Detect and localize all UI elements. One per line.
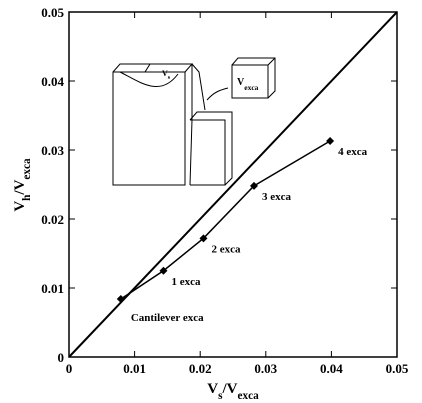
data-point: [326, 137, 335, 146]
subscript: h: [21, 194, 33, 201]
data-point: [249, 181, 258, 190]
label-part: /V: [12, 179, 28, 195]
inset-diagram: [112, 57, 276, 186]
subscript: s: [218, 390, 223, 402]
inset-label: Vs: [162, 69, 171, 81]
plot-frame: [68, 11, 398, 358]
point-label: 4 exca: [338, 146, 368, 158]
point-label: 2 exca: [211, 243, 241, 255]
data-point: [159, 266, 168, 275]
label-part: V: [207, 381, 218, 397]
y-tick-label: 0: [58, 350, 65, 365]
y-tick-label: 0.05: [41, 5, 64, 20]
x-tick-label: 0.01: [123, 361, 146, 376]
x-tick-label: 0.03: [254, 361, 277, 376]
x-tick-label: 0.04: [320, 361, 343, 376]
label-part: V: [162, 69, 168, 78]
point-label: 3 exca: [262, 191, 292, 203]
y-tick-label: 0.03: [41, 143, 64, 158]
label-part: V: [237, 77, 245, 88]
x-tick-label: 0: [66, 361, 73, 376]
subscript: exca: [21, 158, 33, 180]
data-point: [199, 234, 208, 243]
data-point: [116, 295, 125, 304]
subscript: exca: [237, 390, 259, 402]
subscript: exca: [244, 83, 258, 92]
x-axis-label: Vs/Vexca: [207, 381, 259, 402]
label-part: /V: [221, 381, 237, 397]
y-tick-label: 0.04: [41, 74, 64, 89]
inset-label: Vexca: [237, 77, 259, 92]
label-part: V: [12, 201, 28, 212]
point-label: Cantilever exca: [131, 312, 204, 324]
point-label: 1 exca: [171, 276, 201, 288]
x-tick-label: 0.02: [189, 361, 212, 376]
x-tick-label: 0.05: [386, 361, 409, 376]
y-tick-label: 0.02: [41, 212, 64, 227]
y-tick-label: 0.01: [41, 281, 64, 296]
y-axis-label: Vh/Vexca: [12, 158, 33, 212]
subscript: s: [168, 75, 171, 81]
